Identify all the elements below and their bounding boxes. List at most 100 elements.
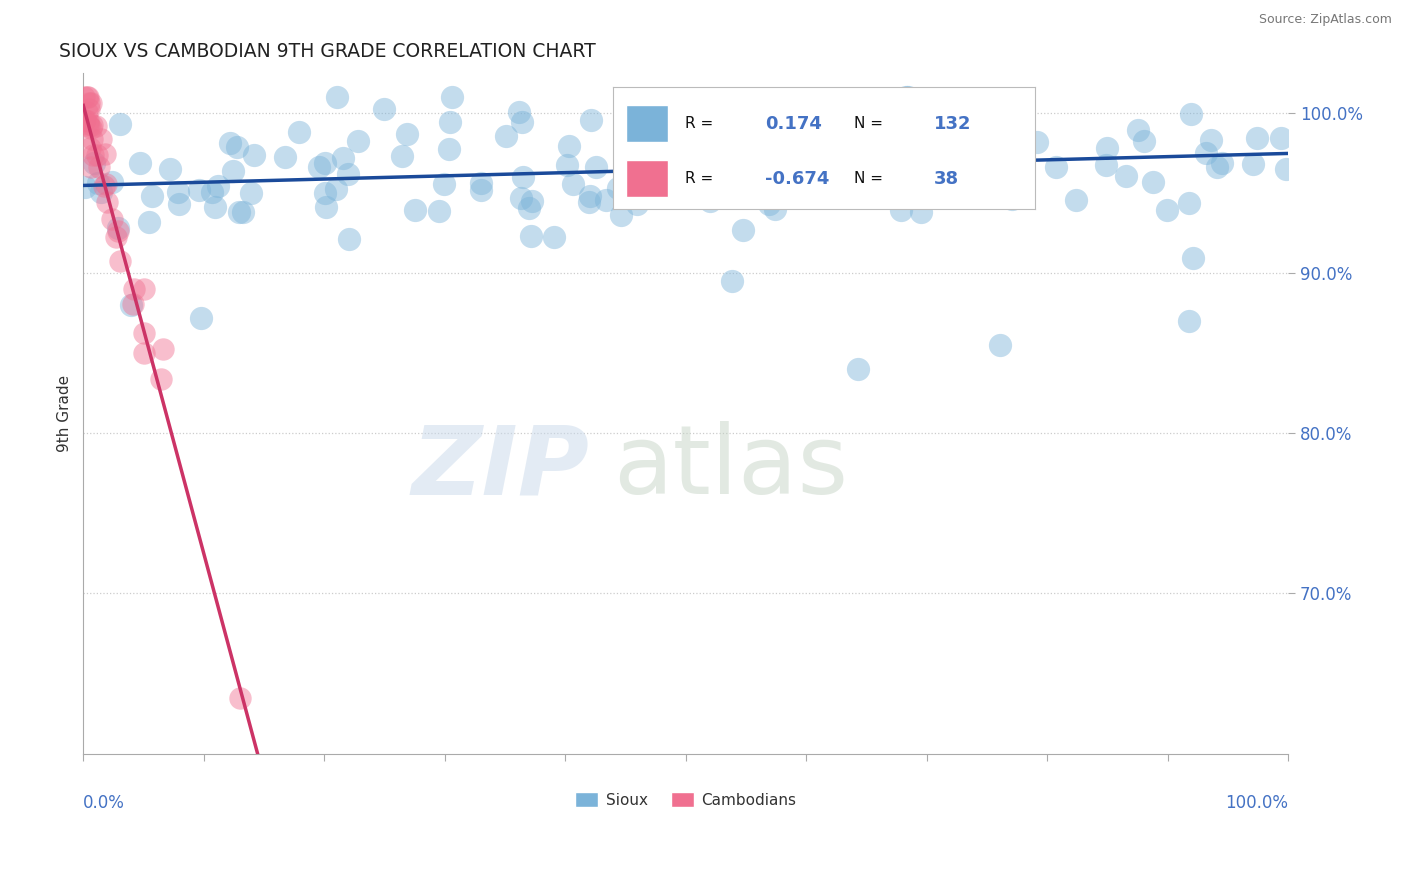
Point xyxy=(80,96,103,111)
Point xyxy=(585,160,607,174)
Point xyxy=(84,119,107,133)
Point xyxy=(1275,161,1298,176)
Point xyxy=(128,155,150,169)
Point xyxy=(337,167,360,181)
Point xyxy=(89,160,111,174)
Point xyxy=(799,125,821,139)
Point xyxy=(936,164,959,178)
Point xyxy=(991,162,1014,177)
Point xyxy=(1142,175,1164,189)
Point xyxy=(90,132,112,146)
Point xyxy=(79,102,101,116)
Point xyxy=(1095,158,1118,172)
Point xyxy=(80,120,103,135)
Point xyxy=(609,208,631,222)
Point xyxy=(839,102,862,116)
Point xyxy=(207,179,229,194)
Point xyxy=(1001,193,1024,207)
Point xyxy=(274,150,297,164)
Point xyxy=(699,194,721,208)
Point xyxy=(83,156,105,170)
Point xyxy=(73,113,96,128)
Point xyxy=(1133,134,1156,148)
Point xyxy=(1195,146,1218,161)
Point xyxy=(794,137,817,152)
Point xyxy=(1178,195,1201,210)
Point xyxy=(226,139,249,153)
Point xyxy=(347,134,370,148)
Point xyxy=(77,120,100,134)
Point xyxy=(763,202,786,216)
Point xyxy=(910,205,932,219)
Point xyxy=(396,127,419,141)
Point xyxy=(93,178,115,193)
Point xyxy=(579,188,602,202)
Point xyxy=(1201,133,1223,147)
Point xyxy=(104,230,127,244)
Point xyxy=(132,326,155,340)
Point xyxy=(1005,149,1028,163)
Point xyxy=(967,133,990,147)
Point xyxy=(79,141,101,155)
Point xyxy=(107,224,129,238)
Point xyxy=(470,176,492,190)
Point xyxy=(75,113,97,128)
Point xyxy=(107,220,129,235)
Point xyxy=(626,196,648,211)
Point xyxy=(80,132,103,146)
Point xyxy=(121,297,143,311)
Point xyxy=(693,135,716,149)
Point xyxy=(437,142,460,156)
Point xyxy=(332,151,354,165)
Point xyxy=(1156,202,1178,217)
Point xyxy=(508,105,530,120)
Point xyxy=(218,136,240,151)
Point xyxy=(373,102,395,116)
Point xyxy=(94,146,117,161)
Point xyxy=(696,171,718,186)
Point xyxy=(90,185,112,199)
Point xyxy=(1270,131,1292,145)
Point xyxy=(821,168,844,182)
Point xyxy=(132,283,155,297)
Point xyxy=(1097,141,1119,155)
Point xyxy=(558,139,581,153)
Text: ZIP: ZIP xyxy=(412,421,589,515)
Text: 100.0%: 100.0% xyxy=(1225,794,1288,813)
Point xyxy=(138,214,160,228)
Point xyxy=(73,90,96,104)
Point xyxy=(1026,136,1049,150)
Point xyxy=(150,371,173,385)
Point xyxy=(875,169,897,183)
Point xyxy=(1064,193,1087,207)
Point xyxy=(522,194,544,209)
Point xyxy=(76,90,98,104)
Point xyxy=(470,183,492,197)
Point xyxy=(555,158,578,172)
Point xyxy=(517,202,540,216)
Point xyxy=(988,338,1011,352)
Point xyxy=(132,346,155,360)
Point xyxy=(108,253,131,268)
Y-axis label: 9th Grade: 9th Grade xyxy=(58,375,72,452)
Point xyxy=(325,181,347,195)
Legend: Sioux, Cambodians: Sioux, Cambodians xyxy=(569,786,803,814)
Point xyxy=(326,90,349,104)
Point xyxy=(86,148,108,162)
Point xyxy=(616,137,638,152)
Point xyxy=(804,160,827,174)
Point xyxy=(842,145,865,160)
Point xyxy=(1181,251,1204,265)
Point xyxy=(758,197,780,211)
Point xyxy=(169,197,191,211)
Point xyxy=(288,125,311,139)
Point xyxy=(76,105,98,120)
Point xyxy=(673,123,696,137)
Point xyxy=(510,191,533,205)
Point xyxy=(607,181,630,195)
Point xyxy=(512,170,534,185)
Point xyxy=(77,114,100,128)
Text: Source: ZipAtlas.com: Source: ZipAtlas.com xyxy=(1258,13,1392,27)
Point xyxy=(1211,156,1233,170)
Point xyxy=(124,282,146,296)
